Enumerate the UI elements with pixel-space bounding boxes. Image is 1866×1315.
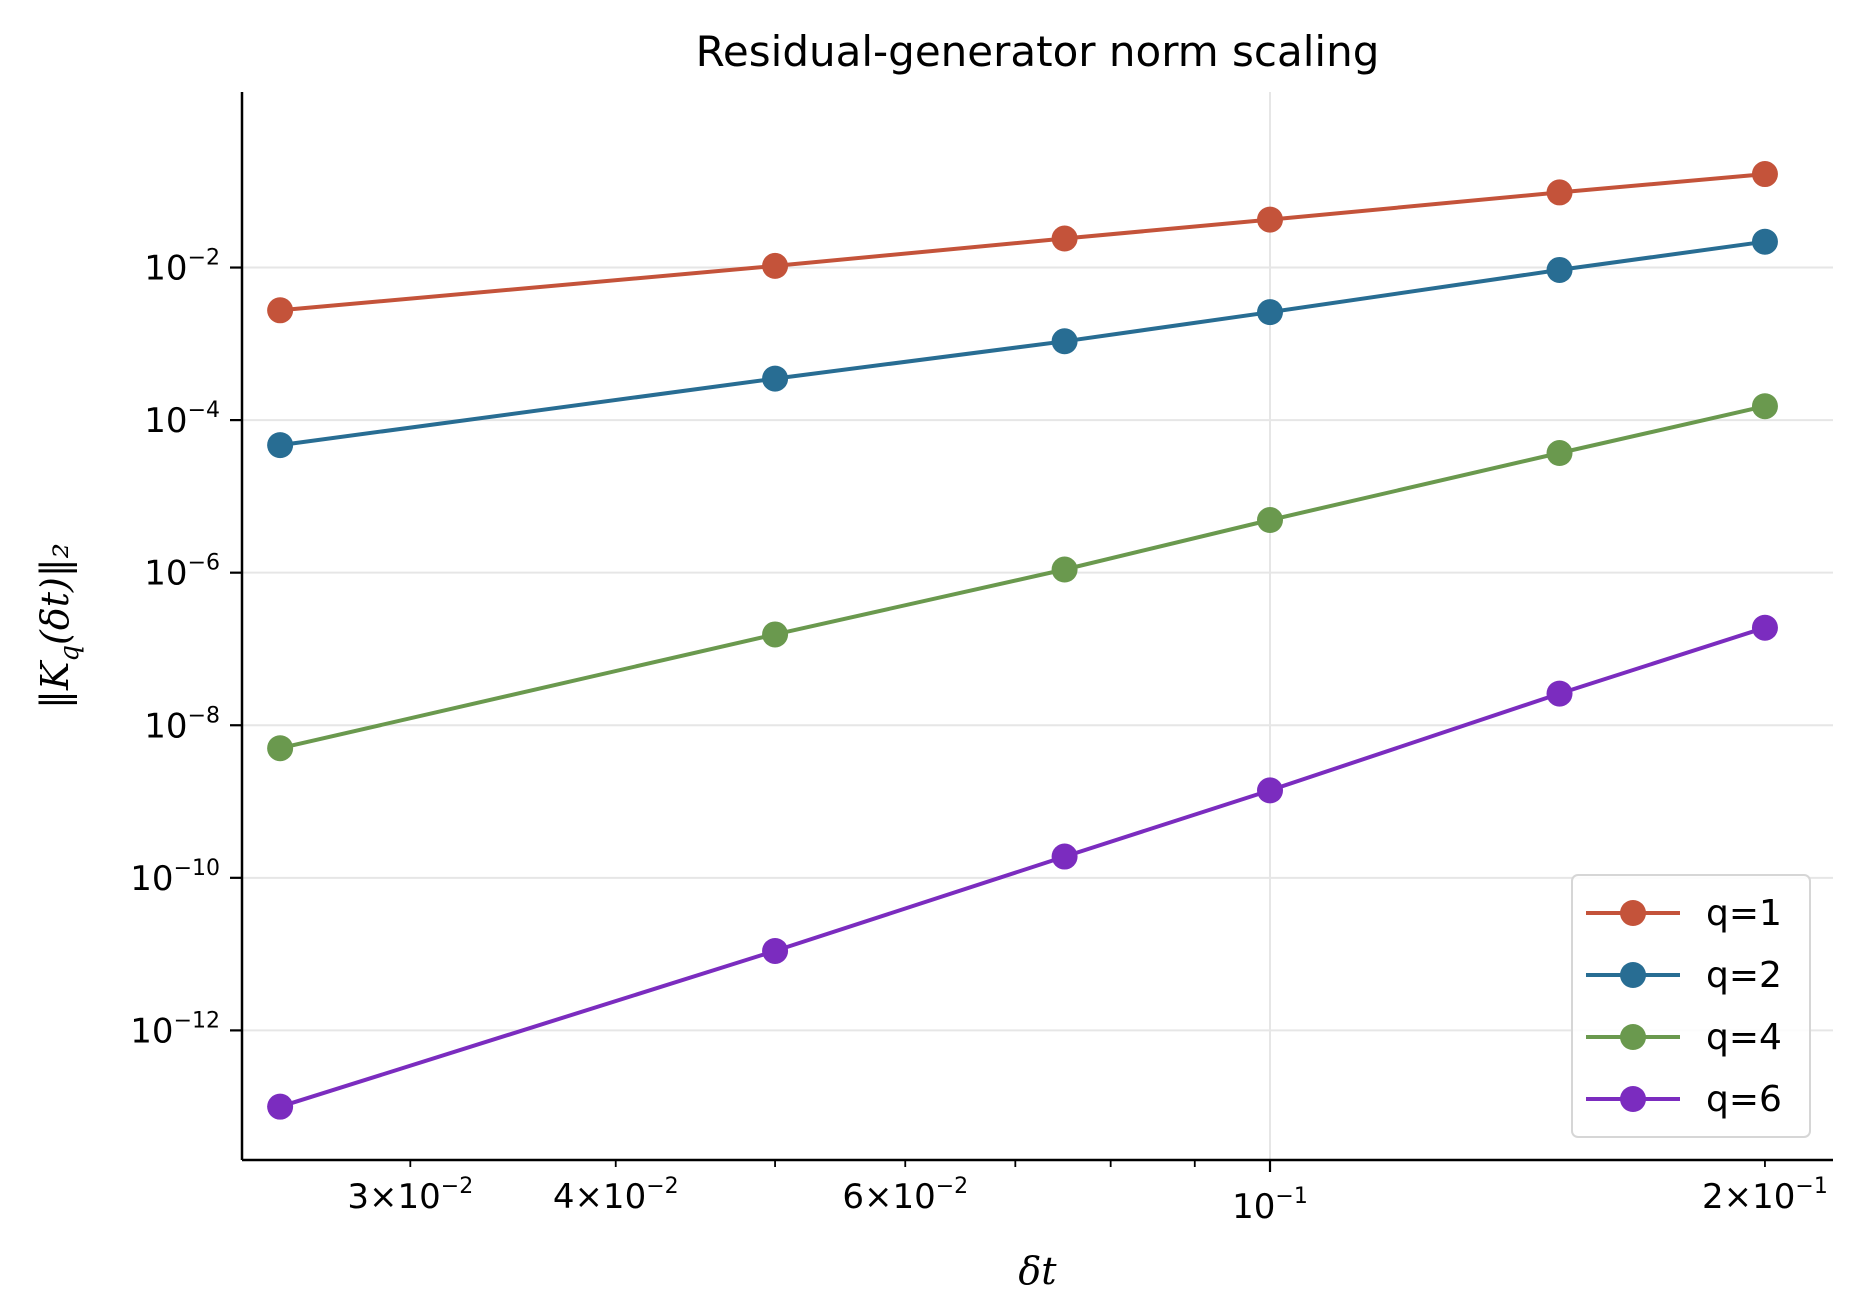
series-line [279, 625, 1766, 1109]
legend-label: q=1 [1706, 893, 1782, 934]
series-line [279, 239, 1766, 448]
y-tick-label: 10−6 [144, 551, 220, 594]
data-point [1751, 393, 1778, 420]
x-tick-label: 10−1 [1232, 1184, 1308, 1227]
data-point [762, 621, 789, 648]
data-point [762, 365, 789, 392]
y-tick-label: 10−10 [130, 856, 220, 899]
legend-label: q=2 [1706, 955, 1782, 996]
y-tick-label: 10−4 [144, 398, 220, 441]
data-point [1751, 228, 1778, 255]
series-line [279, 404, 1766, 751]
legend-box [1571, 874, 1811, 1138]
x-tick-label: 6×10−2 [842, 1174, 968, 1217]
data-point [1546, 440, 1573, 467]
legend-label: q=4 [1706, 1017, 1782, 1058]
series-q=4 [267, 393, 1778, 762]
y-axis-label: ‖Kq(δt)‖₂ [33, 543, 85, 709]
tick-labels: 10−2 10−4 10−6 10−8 10−10 10−12 3×10−2 4×10−2 6×… [130, 246, 1828, 1227]
legend: q=1 q=2 q=4 q=6 [1571, 874, 1811, 1138]
legend-item: q=1 [1586, 893, 1782, 934]
axes [230, 92, 1833, 1172]
data-point [762, 937, 789, 964]
y-tick-label: 10−2 [144, 246, 220, 289]
legend-marker [1620, 962, 1646, 988]
series-q=6 [267, 614, 1778, 1120]
legend-marker [1620, 900, 1646, 926]
x-tick-label: 3×10−2 [347, 1174, 473, 1217]
legend-item: q=4 [1586, 1017, 1782, 1058]
series-lines [267, 161, 1778, 1120]
legend-marker [1620, 1086, 1646, 1112]
chart-title: Residual-generator norm scaling [696, 27, 1380, 76]
grid-lines [242, 92, 1833, 1160]
y-axis-label-text: ‖Kq(δt)‖₂ [33, 543, 85, 709]
x-tick-label: 2×10−1 [1702, 1174, 1828, 1217]
legend-label: q=6 [1706, 1079, 1782, 1120]
data-point [1546, 179, 1573, 206]
data-point [1751, 614, 1778, 641]
y-tick-label: 10−8 [144, 703, 220, 746]
data-point [1257, 206, 1284, 233]
legend-marker [1620, 1024, 1646, 1050]
x-tick-label: 4×10−2 [553, 1174, 679, 1217]
series-q=1 [267, 161, 1778, 324]
data-point [1546, 256, 1573, 283]
x-axis-label: δt [1018, 1249, 1057, 1293]
legend-item: q=6 [1586, 1079, 1782, 1120]
data-point [1051, 556, 1078, 583]
data-point [1051, 843, 1078, 870]
data-point [267, 297, 294, 324]
data-point [1546, 680, 1573, 707]
legend-item: q=2 [1586, 955, 1782, 996]
data-point [267, 735, 294, 762]
data-point [1257, 777, 1284, 804]
data-point [1751, 161, 1778, 188]
data-point [1257, 507, 1284, 534]
y-tick-label: 10−12 [130, 1008, 220, 1051]
data-point [1051, 225, 1078, 252]
data-point [762, 252, 789, 279]
data-point [1051, 328, 1078, 355]
data-point [267, 1093, 294, 1120]
data-point [1257, 299, 1284, 326]
series-line [279, 172, 1766, 313]
data-point [267, 432, 294, 459]
series-q=2 [267, 228, 1778, 459]
